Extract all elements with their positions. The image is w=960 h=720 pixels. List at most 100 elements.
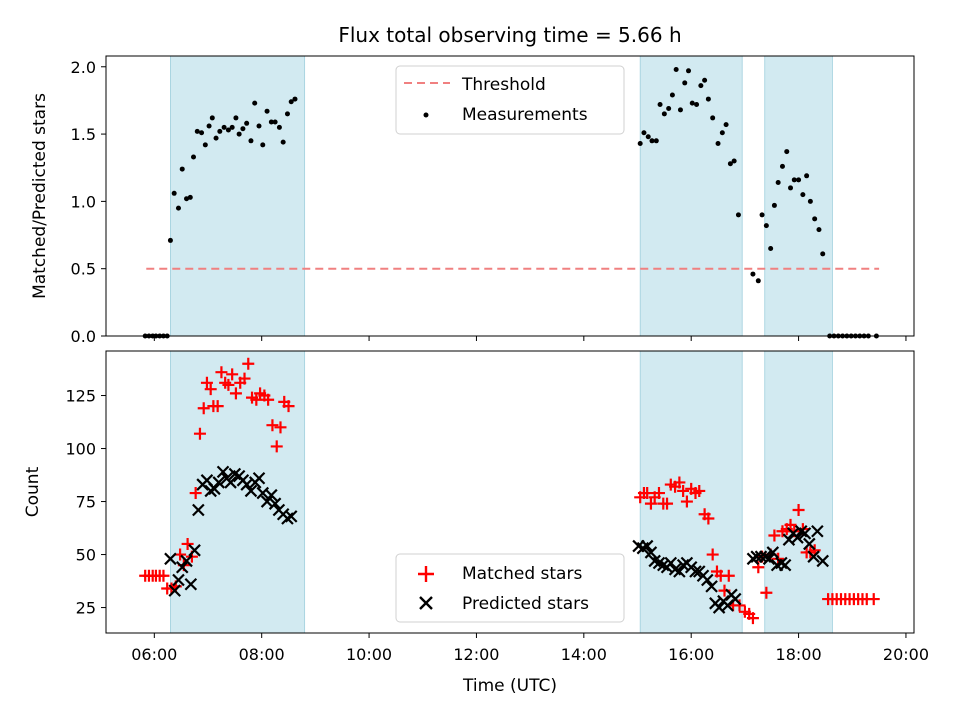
measurement-point <box>206 123 212 129</box>
bottom-y-tick-label: 50 <box>76 546 96 565</box>
measurement-point <box>788 185 794 191</box>
bottom-y-axis-ticks: 25 50 75 100 125 <box>65 387 106 618</box>
predicted-star-point <box>728 592 742 606</box>
measurement-point <box>248 138 254 144</box>
shaded-interval <box>764 55 833 337</box>
matched-star-point <box>262 393 275 406</box>
measurement-point <box>637 141 643 146</box>
matched-star-point <box>784 518 797 531</box>
measurement-point <box>233 115 239 121</box>
matched-star-point <box>641 487 654 500</box>
predicted-star-point <box>762 552 776 566</box>
top-legend-box <box>395 65 625 135</box>
predicted-star-point <box>188 544 201 557</box>
predicted-star-point <box>192 503 205 517</box>
measurement-point <box>710 115 716 121</box>
matched-star-point <box>242 357 255 370</box>
threshold-legend-label: Threshold <box>461 75 546 95</box>
measurement-point <box>280 139 286 145</box>
measurement-point <box>252 100 258 106</box>
measurement-point <box>256 123 262 129</box>
predicted-legend-label: Predicted stars <box>462 594 589 614</box>
measurement-point <box>705 96 711 102</box>
predicted-star-point <box>640 539 654 553</box>
predicted-star-point <box>705 580 718 593</box>
matched-star-point <box>189 487 202 500</box>
measurement-point <box>731 158 737 164</box>
measurement-point <box>649 138 655 144</box>
predicted-star-point <box>689 565 702 578</box>
measurement-point <box>723 122 729 128</box>
measurement-point <box>175 205 181 211</box>
measurement-point <box>292 96 298 102</box>
bottom-y-tick-label: 100 <box>65 440 96 459</box>
measurement-point <box>264 108 270 114</box>
matched-star-point <box>226 368 239 381</box>
measurement-point <box>755 278 761 284</box>
bottom-y-tick-label: 75 <box>76 493 96 512</box>
measurement-point <box>272 119 278 125</box>
x-axis-label: Time (UTC) <box>462 676 557 696</box>
matched-star-point <box>181 537 194 550</box>
predicted-star-point <box>224 476 237 489</box>
predicted-star-point <box>701 573 714 587</box>
measurement-point <box>199 130 205 136</box>
measurement-point <box>812 216 818 222</box>
matched-star-point <box>229 387 242 400</box>
matched-star-point <box>274 421 287 434</box>
predicted-legend-swatch <box>419 596 433 610</box>
predicted-star-point <box>766 546 780 559</box>
measurement-point <box>184 196 190 202</box>
measurement-point <box>804 173 810 179</box>
measurement-point <box>673 66 679 72</box>
measurement-point <box>694 101 700 107</box>
matched-star-point <box>197 402 210 415</box>
top-y-tick-label: 1.0 <box>71 192 96 211</box>
matched-star-point <box>746 612 759 625</box>
measurement-point <box>244 120 250 126</box>
top-y-tick-label: 0.0 <box>71 327 96 346</box>
measurement-point <box>759 212 765 218</box>
measurements-legend-label: Measurements <box>462 105 588 125</box>
matched-star-point <box>238 372 251 385</box>
bottom-y-tick-label: 125 <box>65 387 96 406</box>
measurement-point <box>702 77 708 83</box>
measurement-point <box>779 163 785 169</box>
x-tick-label: 18:00 <box>776 645 822 664</box>
measurement-point <box>666 106 672 111</box>
measurement-point <box>677 107 683 113</box>
matched-star-point <box>157 569 170 582</box>
matched-star-point <box>702 512 715 525</box>
predicted-star-point <box>175 560 189 574</box>
x-tick-label: 10:00 <box>346 645 392 664</box>
x-tick-label: 20:00 <box>883 645 929 664</box>
predicted-star-point <box>244 484 258 498</box>
measurement-point <box>288 99 294 105</box>
predicted-star-point <box>803 537 816 551</box>
top-shaded-intervals <box>170 55 833 337</box>
predicted-star-point <box>180 554 193 568</box>
top-legend: Threshold Measurements <box>395 65 625 135</box>
predicted-star-point <box>284 510 298 523</box>
predicted-star-point <box>811 524 824 538</box>
predicted-star-point <box>184 577 198 591</box>
matched-star-point <box>680 495 693 508</box>
matched-star-point <box>270 440 283 453</box>
measurement-point <box>719 130 725 136</box>
measurement-point <box>191 154 197 160</box>
predicted-star-point <box>172 573 185 587</box>
measurement-point <box>209 115 215 121</box>
predicted-stars-points <box>164 465 830 614</box>
predicted-star-point <box>644 546 658 559</box>
measurement-point <box>240 126 246 132</box>
matched-star-point <box>722 569 735 582</box>
measurement-point <box>229 124 235 130</box>
measurement-point <box>194 128 200 134</box>
top-chart-title: Flux total observing time = 5.66 h <box>338 23 681 47</box>
measurement-point <box>202 142 208 148</box>
measurement-point <box>657 101 663 107</box>
predicted-star-point <box>265 488 278 502</box>
measurement-point <box>260 142 266 148</box>
matched-legend-swatch <box>418 566 434 582</box>
